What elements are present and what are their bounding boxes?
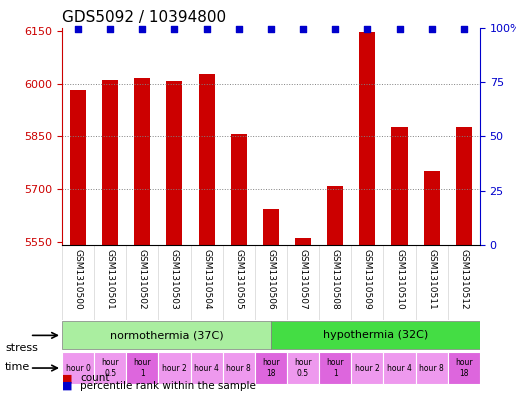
Bar bbox=[295, 238, 311, 245]
Point bbox=[235, 26, 243, 32]
FancyBboxPatch shape bbox=[126, 352, 158, 384]
Text: hour
1: hour 1 bbox=[327, 358, 344, 378]
Text: GSM1310504: GSM1310504 bbox=[202, 249, 211, 310]
Text: GSM1310509: GSM1310509 bbox=[363, 249, 372, 310]
Text: GSM1310511: GSM1310511 bbox=[427, 249, 436, 310]
Text: GSM1310502: GSM1310502 bbox=[138, 249, 147, 310]
Text: count: count bbox=[80, 373, 109, 383]
Point bbox=[331, 26, 340, 32]
Text: hour 8: hour 8 bbox=[227, 364, 251, 373]
Text: hour 4: hour 4 bbox=[194, 364, 219, 373]
Text: hour 2: hour 2 bbox=[355, 364, 380, 373]
FancyBboxPatch shape bbox=[287, 352, 319, 384]
FancyBboxPatch shape bbox=[383, 352, 415, 384]
FancyBboxPatch shape bbox=[190, 352, 223, 384]
FancyBboxPatch shape bbox=[271, 321, 480, 349]
FancyBboxPatch shape bbox=[158, 352, 190, 384]
Bar bbox=[456, 127, 472, 245]
FancyBboxPatch shape bbox=[319, 352, 351, 384]
Bar bbox=[199, 74, 215, 245]
Point bbox=[106, 26, 114, 32]
FancyBboxPatch shape bbox=[255, 352, 287, 384]
Bar bbox=[392, 127, 408, 245]
Text: GSM1310508: GSM1310508 bbox=[331, 249, 340, 310]
FancyBboxPatch shape bbox=[223, 352, 255, 384]
Point bbox=[460, 26, 468, 32]
Text: GSM1310505: GSM1310505 bbox=[234, 249, 243, 310]
Text: GSM1310501: GSM1310501 bbox=[106, 249, 115, 310]
Text: percentile rank within the sample: percentile rank within the sample bbox=[80, 381, 256, 391]
FancyBboxPatch shape bbox=[351, 352, 383, 384]
Text: hour
0.5: hour 0.5 bbox=[101, 358, 119, 378]
Text: ■: ■ bbox=[62, 381, 72, 391]
Point bbox=[363, 26, 372, 32]
Text: hypothermia (32C): hypothermia (32C) bbox=[323, 331, 428, 340]
Text: normothermia (37C): normothermia (37C) bbox=[109, 331, 223, 340]
Bar bbox=[134, 78, 150, 245]
Text: hour 4: hour 4 bbox=[387, 364, 412, 373]
Text: GSM1310512: GSM1310512 bbox=[459, 249, 469, 310]
Text: hour
0.5: hour 0.5 bbox=[294, 358, 312, 378]
Text: GSM1310500: GSM1310500 bbox=[73, 249, 83, 310]
Text: hour 8: hour 8 bbox=[420, 364, 444, 373]
Point bbox=[395, 26, 404, 32]
FancyBboxPatch shape bbox=[94, 352, 126, 384]
Bar bbox=[70, 90, 86, 245]
Bar bbox=[424, 171, 440, 245]
Text: GDS5092 / 10394800: GDS5092 / 10394800 bbox=[62, 10, 226, 25]
Text: GSM1310507: GSM1310507 bbox=[299, 249, 308, 310]
Bar bbox=[263, 209, 279, 245]
Bar bbox=[231, 134, 247, 245]
Bar bbox=[327, 185, 343, 245]
Point bbox=[299, 26, 307, 32]
Point bbox=[428, 26, 436, 32]
Text: hour 0: hour 0 bbox=[66, 364, 90, 373]
Bar bbox=[359, 32, 376, 245]
Text: hour 2: hour 2 bbox=[162, 364, 187, 373]
FancyBboxPatch shape bbox=[62, 352, 94, 384]
FancyBboxPatch shape bbox=[62, 321, 271, 349]
Text: hour
18: hour 18 bbox=[455, 358, 473, 378]
FancyBboxPatch shape bbox=[448, 352, 480, 384]
Text: GSM1310503: GSM1310503 bbox=[170, 249, 179, 310]
Text: hour
1: hour 1 bbox=[134, 358, 151, 378]
Bar bbox=[167, 81, 183, 245]
Point bbox=[202, 26, 211, 32]
Text: GSM1310506: GSM1310506 bbox=[266, 249, 276, 310]
Point bbox=[267, 26, 275, 32]
Text: time: time bbox=[5, 362, 30, 373]
Point bbox=[138, 26, 147, 32]
Text: stress: stress bbox=[5, 343, 38, 353]
Point bbox=[170, 26, 179, 32]
Bar bbox=[102, 80, 118, 245]
Text: ■: ■ bbox=[62, 373, 72, 383]
Point bbox=[74, 26, 82, 32]
FancyBboxPatch shape bbox=[415, 352, 448, 384]
Text: hour
18: hour 18 bbox=[262, 358, 280, 378]
Text: GSM1310510: GSM1310510 bbox=[395, 249, 404, 310]
